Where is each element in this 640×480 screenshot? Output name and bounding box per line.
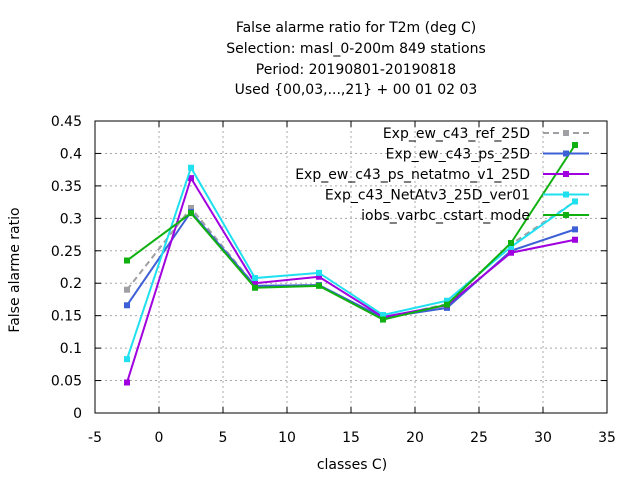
x-tick-label: 0 <box>155 430 164 446</box>
legend-label-2: Exp_ew_c43_ps_25D <box>386 147 530 163</box>
data-point <box>124 356 130 363</box>
y-tick-label: 0 <box>73 406 82 422</box>
data-point <box>508 249 514 256</box>
data-point <box>188 204 194 211</box>
data-point <box>252 280 258 287</box>
legend-label-4: Exp_c43_NetAtv3_25D_ver01 <box>325 188 530 204</box>
title-line-2: Selection: masl_0-200m 849 stations <box>226 41 486 57</box>
y-tick-label: 0.1 <box>60 341 82 357</box>
x-tick-label: 5 <box>219 430 228 446</box>
y-tick-label: 0.35 <box>51 179 82 195</box>
data-point <box>124 257 130 264</box>
y-tick-label: 0.2 <box>60 276 82 292</box>
y-tick-label: 0.25 <box>51 244 82 260</box>
legend-label-5: iobs_varbc_cstart_mode <box>361 208 530 224</box>
data-point <box>124 286 130 293</box>
data-point <box>380 312 386 319</box>
x-tick-label: 25 <box>470 430 488 446</box>
data-point <box>252 284 258 291</box>
y-tick-label: 0.15 <box>51 309 82 325</box>
data-point <box>572 142 578 149</box>
data-point <box>380 316 386 323</box>
data-point <box>572 236 578 243</box>
data-point <box>188 175 194 182</box>
y-tick-label: 0.05 <box>51 374 82 390</box>
data-point <box>508 239 514 246</box>
data-point <box>572 198 578 205</box>
legend-label-3: Exp_ew_c43_ps_netatmo_v1_25D <box>295 167 530 183</box>
data-point <box>444 301 450 308</box>
data-point <box>252 275 258 282</box>
x-tick-label: 15 <box>342 430 360 446</box>
legend-label-1: Exp_ew_c43_ref_25D <box>383 126 530 142</box>
legend-marker-3 <box>563 171 569 177</box>
x-tick-label: 10 <box>278 430 296 446</box>
x-axis-label: classes C) <box>316 457 388 473</box>
data-point <box>124 302 130 309</box>
legend-marker-1 <box>563 130 569 136</box>
title-line-1: False alarme ratio for T2m (deg C) <box>235 20 477 36</box>
x-tick-label: 20 <box>406 430 424 446</box>
x-tick-label: 30 <box>534 430 552 446</box>
y-tick-label: 0.4 <box>60 146 82 162</box>
y-tick-label: 0.45 <box>51 114 82 130</box>
x-tick-label: 35 <box>598 430 616 446</box>
title-line-3: Period: 20190801-20190818 <box>255 62 457 78</box>
legend-marker-2 <box>563 150 569 157</box>
data-point <box>316 273 322 280</box>
data-point <box>508 243 514 250</box>
series-line-3 <box>126 175 576 383</box>
legend-marker-5 <box>563 212 569 218</box>
data-point <box>188 210 194 217</box>
data-point <box>316 269 322 276</box>
y-tick-label: 0.3 <box>60 211 82 227</box>
data-point <box>188 164 194 171</box>
data-point <box>124 379 130 386</box>
legend-marker-4 <box>563 191 569 198</box>
data-point <box>572 226 578 233</box>
series-line-5 <box>126 144 576 321</box>
title-line-4: Used {00,03,...,21} + 00 01 02 03 <box>234 82 478 98</box>
x-tick-label: -5 <box>88 430 102 446</box>
data-point <box>444 297 450 304</box>
series-line-4 <box>126 165 576 360</box>
data-point <box>316 282 322 289</box>
